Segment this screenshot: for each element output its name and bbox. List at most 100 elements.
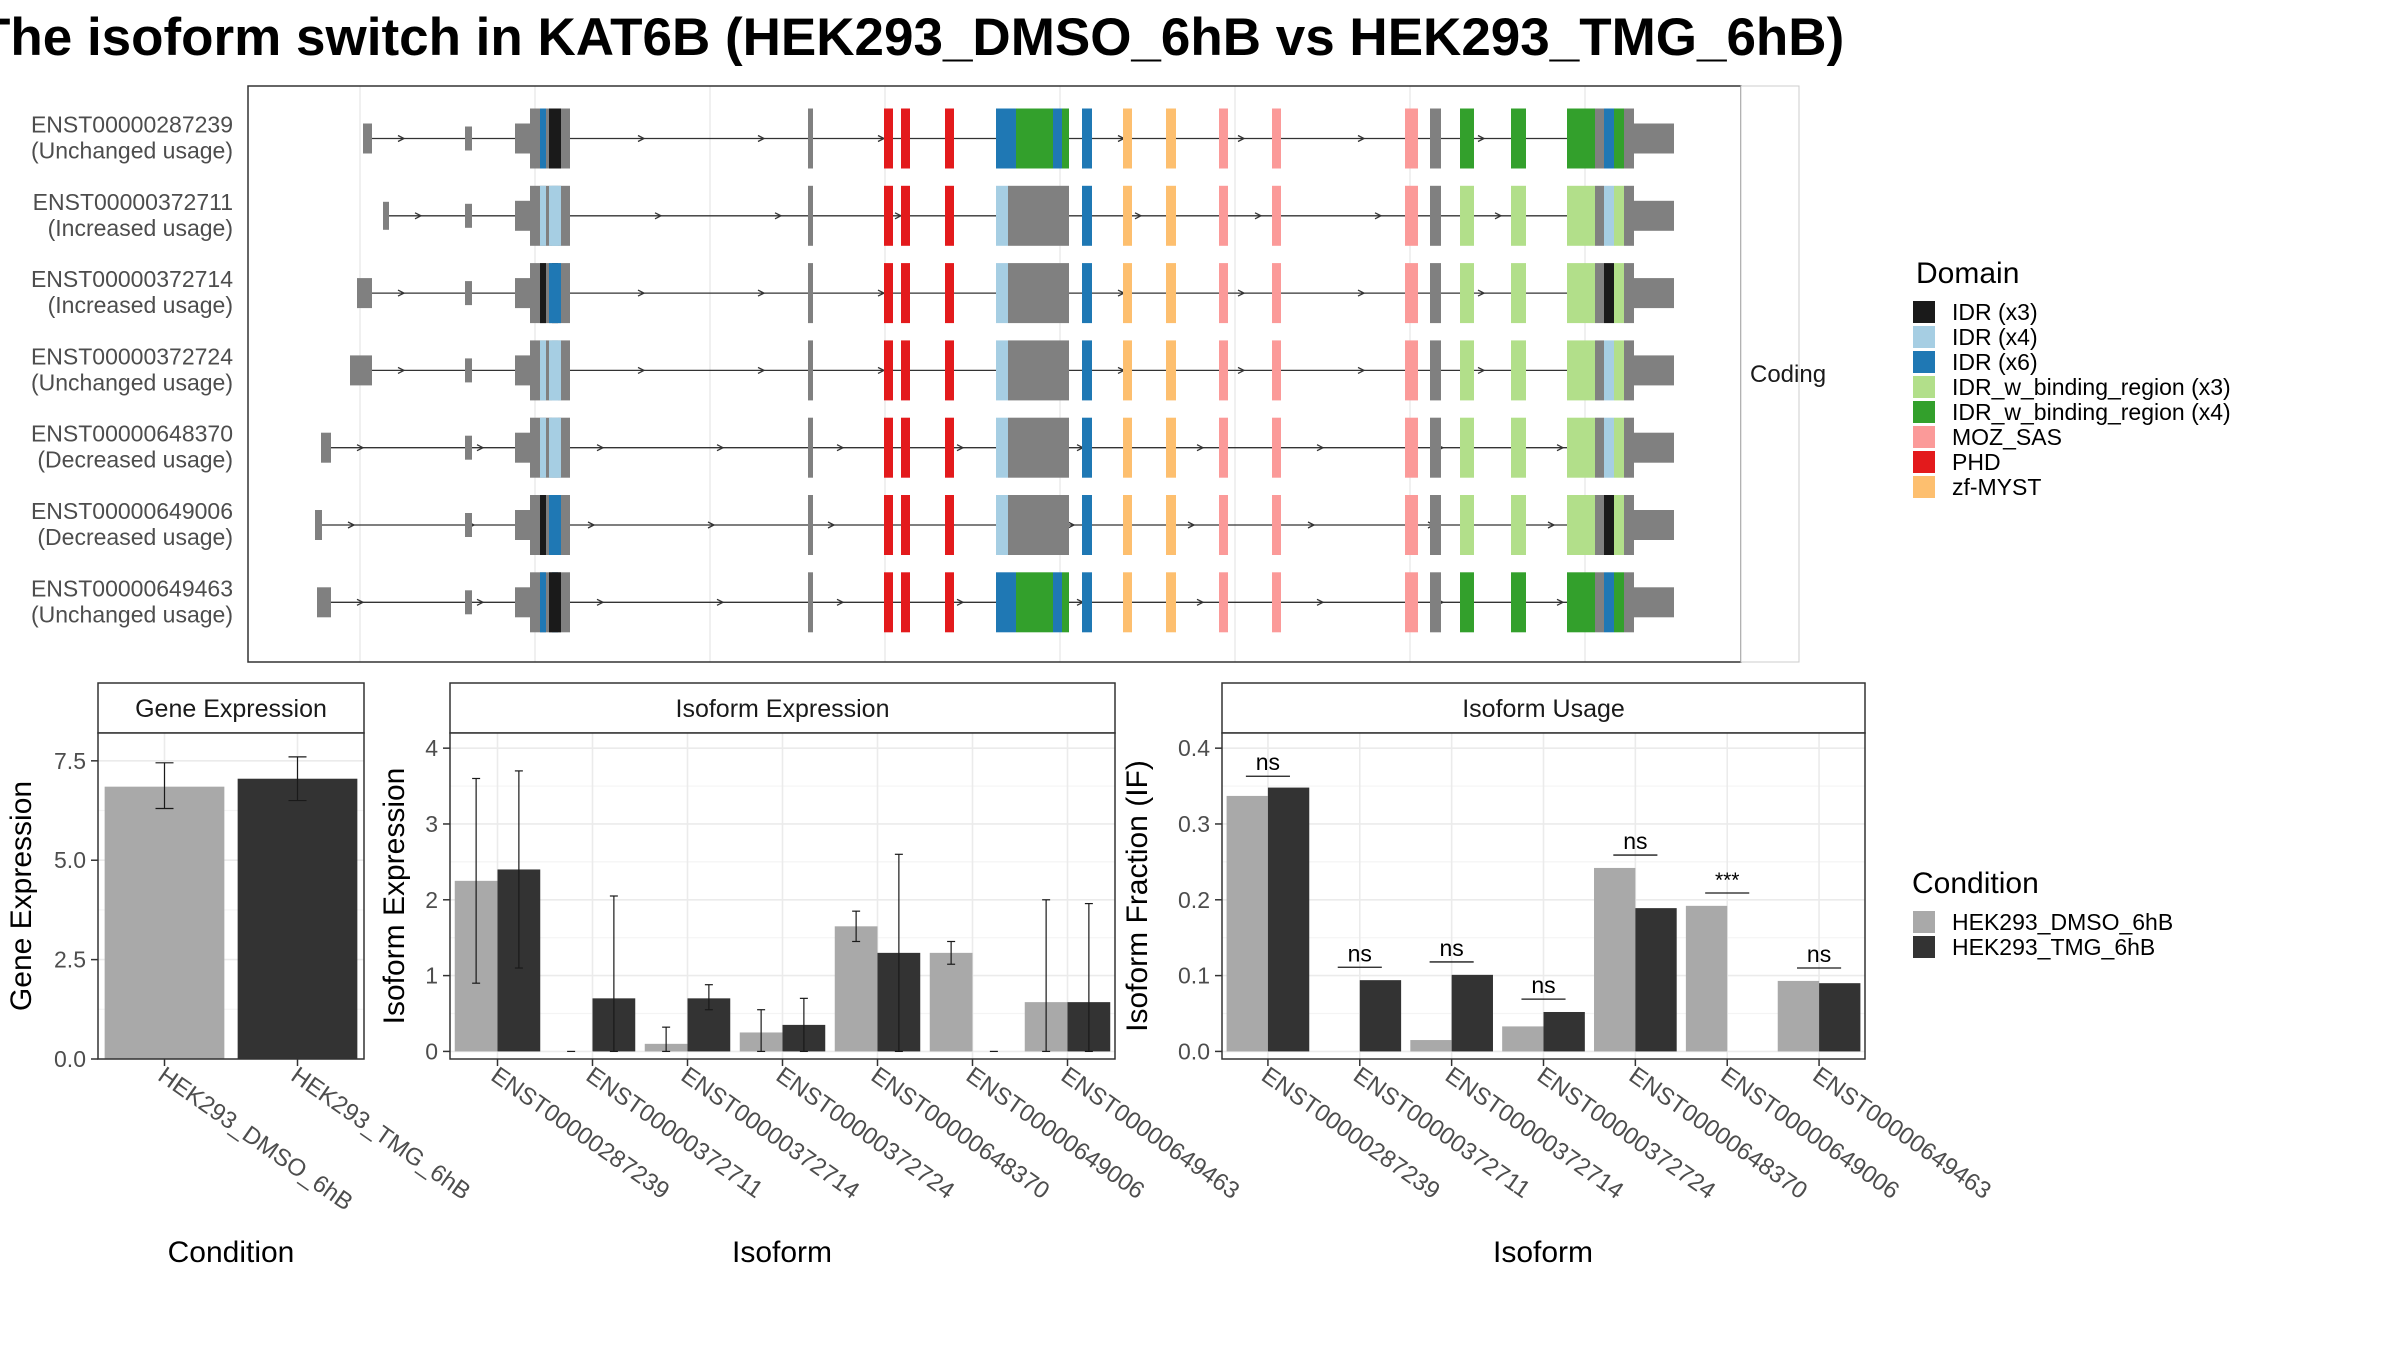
domain-block xyxy=(1405,263,1418,324)
strand-arrow xyxy=(757,366,766,374)
facet-strip-label: Coding xyxy=(1750,361,1826,388)
utr-exon xyxy=(465,281,472,306)
domain-block xyxy=(1219,108,1228,169)
domain-block xyxy=(1053,495,1062,555)
domain-block xyxy=(1272,108,1281,169)
domain-block xyxy=(540,340,546,401)
panel-strip xyxy=(97,682,365,734)
strand-arrow xyxy=(637,289,646,297)
legend-label: HEK293_DMSO_6hB xyxy=(1952,909,2173,935)
utr-exon xyxy=(465,203,472,228)
strand-arrow xyxy=(956,598,965,606)
y-tick-label: 7.5 xyxy=(54,748,86,774)
bar xyxy=(834,926,878,1052)
utr-exon xyxy=(1634,432,1674,463)
significance-label: *** xyxy=(1715,869,1740,892)
utr-exon xyxy=(515,587,533,618)
domain-block xyxy=(1123,417,1132,478)
transcript-row: ENST00000372711(Increased usage) xyxy=(33,185,1674,246)
domain-block xyxy=(996,572,1008,633)
strand-arrow xyxy=(356,444,365,452)
domain-block xyxy=(1595,340,1604,401)
domain-block xyxy=(1595,263,1604,324)
domain-block xyxy=(1082,263,1092,324)
domain-block xyxy=(1460,495,1474,555)
utr-exon xyxy=(465,126,472,151)
domain-block xyxy=(808,108,813,169)
domain-block xyxy=(1624,495,1634,555)
domain-block xyxy=(1614,340,1624,401)
y-tick-label: 0 xyxy=(425,1038,438,1064)
domain-block xyxy=(1511,572,1526,633)
bar xyxy=(1226,795,1268,1052)
legend-swatch xyxy=(1913,451,1935,473)
domain-block xyxy=(945,417,954,478)
y-tick-label: 0.4 xyxy=(1178,735,1210,761)
domain-block xyxy=(1166,108,1176,169)
strand-arrow xyxy=(1187,521,1196,529)
y-tick-label: 2 xyxy=(425,887,438,913)
domain-block xyxy=(1614,108,1624,169)
domain-block xyxy=(1082,417,1092,478)
utr-exon xyxy=(515,432,533,463)
y-axis-title: Isoform Expression xyxy=(378,768,411,1025)
legend-swatch xyxy=(1913,936,1935,958)
domain-block xyxy=(808,185,813,246)
bar xyxy=(1502,1026,1544,1052)
domain-block xyxy=(1511,263,1526,324)
legend-swatch xyxy=(1913,351,1935,373)
legend-swatch xyxy=(1913,426,1935,448)
transcript-row: ENST00000287239(Unchanged usage) xyxy=(31,108,1674,169)
utr-exon xyxy=(1634,510,1674,540)
domain-block xyxy=(1624,572,1634,633)
utr-exon xyxy=(357,278,372,309)
x-tick-label: ENST00000372724 xyxy=(771,1062,959,1205)
panel-strip xyxy=(449,682,1116,734)
legend-label: IDR_w_binding_region (x4) xyxy=(1952,399,2231,425)
transcript-structure-panel: ENST00000287239(Unchanged usage) ENST0000… xyxy=(31,85,1826,663)
domain-block xyxy=(1272,495,1281,555)
domain-block xyxy=(1053,417,1062,478)
domain-block xyxy=(1062,495,1069,555)
significance-label: ns xyxy=(1807,941,1831,967)
domain-block xyxy=(1272,185,1281,246)
domain-block xyxy=(1053,108,1062,169)
domain-block xyxy=(1624,108,1634,169)
domain-block xyxy=(1511,340,1526,401)
domain-block xyxy=(1511,185,1526,246)
domain-block xyxy=(1016,417,1053,478)
utr-exon xyxy=(465,358,472,383)
strand-arrow xyxy=(757,134,766,143)
domain-block xyxy=(1405,572,1418,633)
y-tick-label: 0.3 xyxy=(1178,811,1210,837)
y-tick-label: 3 xyxy=(425,811,438,837)
domain-block xyxy=(1430,185,1441,246)
y-tick-label: 4 xyxy=(425,735,438,761)
domain-block xyxy=(1460,572,1474,633)
strand-arrow xyxy=(476,444,485,452)
domain-block xyxy=(1430,263,1441,324)
transcript-usage-label: (Increased usage) xyxy=(48,292,233,318)
domain-block xyxy=(1219,185,1228,246)
strand-arrow xyxy=(1357,134,1366,143)
x-tick-label: ENST00000649006 xyxy=(961,1062,1149,1205)
panel-strip-label: Isoform Expression xyxy=(676,695,890,723)
legend-swatch xyxy=(1913,376,1935,398)
domain-block xyxy=(945,185,954,246)
domain-block xyxy=(808,572,813,633)
strand-arrow xyxy=(1196,598,1205,606)
transcript-id-label: ENST00000372711 xyxy=(33,189,233,215)
x-tick-label: ENST00000372711 xyxy=(581,1062,768,1204)
bar xyxy=(1267,787,1310,1052)
domain-block xyxy=(549,185,561,246)
domain-block xyxy=(901,185,910,246)
transcript-usage-label: (Decreased usage) xyxy=(37,524,233,550)
utr-exon xyxy=(350,355,372,386)
domain-block xyxy=(1123,340,1132,401)
domain-block xyxy=(1016,495,1053,555)
domain-block xyxy=(901,495,910,555)
domain-block xyxy=(540,185,546,246)
domain-block xyxy=(1460,263,1474,324)
domain-block xyxy=(1082,572,1092,633)
